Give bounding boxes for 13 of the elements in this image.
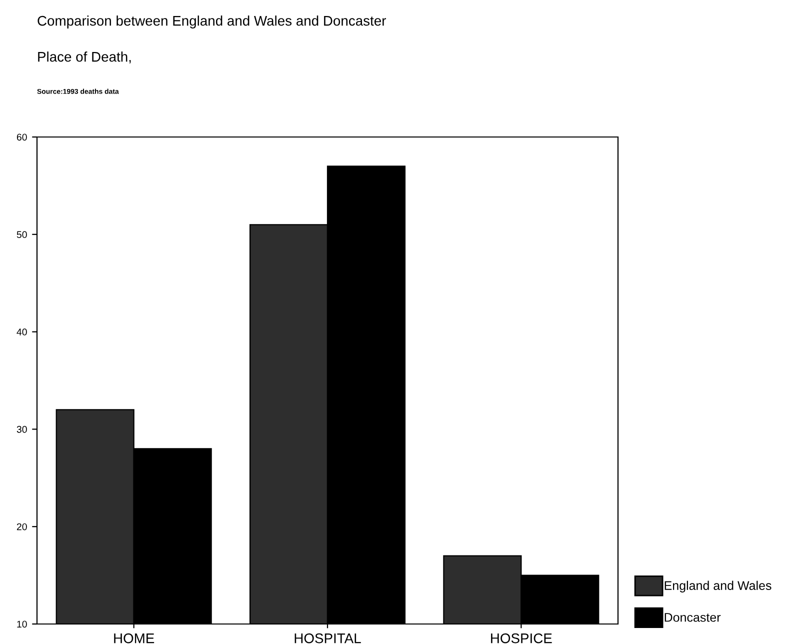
y-tick-label: 20 — [16, 523, 27, 530]
chart-title: Comparison between England and Wales and Doncaster — [38, 16, 386, 28]
x-tick-label: HOME — [114, 633, 154, 644]
y-tick-label: 40 — [16, 328, 27, 336]
chart-subtitle: Place of Death, — [38, 52, 131, 64]
x-tick-label: HOSPITAL — [294, 633, 361, 644]
legend-label: England and Wales — [664, 580, 772, 592]
y-tick-label: 10 — [17, 620, 27, 628]
y-tick-label: 60 — [16, 134, 27, 141]
y-tick-label: 30 — [16, 426, 27, 433]
legend-label: Doncaster — [664, 613, 721, 622]
y-tick-label: 50 — [16, 231, 27, 238]
x-tick-label: HOSPICE — [491, 633, 552, 644]
